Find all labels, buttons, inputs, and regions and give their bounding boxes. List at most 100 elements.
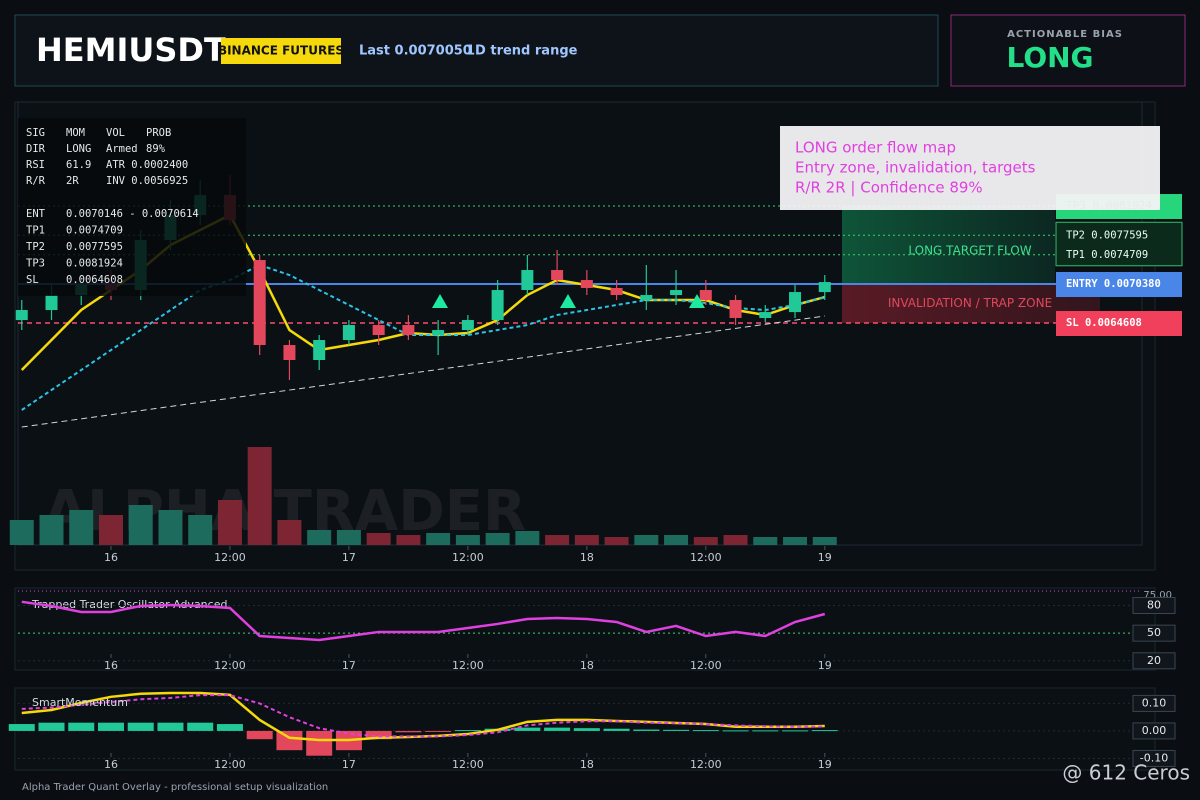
panel-title: Trapped Trader Oscillator Advanced (31, 598, 227, 611)
x-tick-label: 19 (818, 758, 832, 771)
bias-value: LONG (1006, 41, 1093, 74)
candle-body (521, 270, 534, 291)
candle-body (789, 292, 802, 313)
volume-bar (693, 537, 718, 545)
x-tick-label: 19 (818, 551, 832, 564)
tick-box (1132, 749, 1176, 767)
info-cell: 0.0074709 (66, 225, 123, 237)
trendline (21, 315, 825, 428)
histogram-bar (8, 724, 35, 731)
histogram-bar (306, 730, 333, 756)
tick-box (1132, 597, 1176, 615)
indicator-line (21, 263, 826, 411)
x-tick-label: 17 (342, 551, 356, 564)
histogram-bar (395, 730, 422, 733)
x-tick-label: 16 (104, 659, 118, 672)
x-tick-label: 18 (580, 758, 594, 771)
info-cell: 0.0064608 (66, 274, 123, 286)
histogram-bar (573, 728, 600, 731)
candle-body (640, 295, 653, 301)
range: 1D trend range (466, 44, 578, 59)
x-tick-label: 17 (342, 758, 356, 771)
info-cell: SL (26, 274, 39, 286)
histogram-bar (246, 730, 273, 740)
y-tick-label: 0.00 (1142, 724, 1167, 737)
volume-bar (39, 515, 64, 545)
momentum-line (21, 694, 825, 738)
candle-body (283, 345, 296, 361)
info-cell: INV 0.0056925 (106, 175, 188, 187)
overlay-box (780, 126, 1160, 210)
info-cell: ATR 0.0002400 (106, 159, 188, 171)
volume-bar (812, 537, 837, 545)
histogram-bar (663, 729, 690, 731)
oscillator-line (21, 600, 826, 642)
histogram-bar (68, 722, 95, 731)
tick-box (1132, 722, 1176, 740)
volume-bar (188, 515, 213, 545)
volume-bar (396, 535, 421, 545)
histogram-bar (603, 728, 630, 731)
histogram-bar (216, 724, 243, 731)
x-tick-label: 16 (104, 551, 118, 564)
candle-body (491, 290, 504, 321)
x-tick-label: 18 (580, 659, 594, 672)
target-zone (842, 206, 1055, 285)
x-tick-label: 12:00 (214, 758, 246, 771)
info-table-bg (18, 118, 246, 296)
histogram-bar (454, 730, 481, 732)
histogram-bar (544, 727, 571, 731)
info-cell: VOL (106, 127, 125, 139)
info-cell: ENT (26, 208, 46, 220)
volume-bar (69, 510, 94, 545)
x-tick-label: 17 (342, 659, 356, 672)
candle-body (580, 280, 593, 288)
histogram-bar (157, 722, 184, 731)
x-tick-label: 12:00 (690, 551, 722, 564)
x-tick-label: 12:00 (452, 551, 484, 564)
volume-bar (574, 535, 599, 545)
histogram-bar (811, 730, 838, 732)
x-tick-label: 12:00 (690, 758, 722, 771)
info-cell: TP3 (26, 258, 45, 270)
x-tick-label: 12:00 (452, 758, 484, 771)
volume-bar (634, 535, 659, 545)
histogram-bar (127, 722, 154, 731)
signal-marker (432, 294, 448, 308)
x-tick-label: 19 (818, 659, 832, 672)
volume-bar (723, 535, 748, 545)
header-panel (14, 14, 939, 87)
bias-label: ACTIONABLE BIAS (1007, 29, 1123, 40)
info-cell: Armed (106, 143, 138, 155)
x-tick-label: 12:00 (214, 659, 246, 672)
x-tick-label: 18 (580, 551, 594, 564)
candle-body (432, 330, 445, 336)
signal-marker (689, 294, 705, 308)
candle-body (729, 300, 742, 318)
candle-body (759, 312, 772, 318)
volume-bar (783, 537, 808, 545)
y-tick-label: 80 (1147, 599, 1161, 612)
x-tick-label: 12:00 (452, 659, 484, 672)
histogram-bar (365, 730, 392, 740)
info-cell: 89% (146, 143, 166, 155)
zone-label: INVALIDATION / TRAP ZONE (888, 296, 1052, 310)
histogram-bar (633, 729, 660, 731)
exchange: BINANCE FUTURES (218, 44, 344, 58)
entry-box (1056, 272, 1182, 298)
volume-bar (336, 530, 361, 545)
histogram-bar (782, 730, 809, 732)
histogram-bar (752, 730, 779, 732)
candle-body (372, 325, 385, 336)
volume-bar (515, 531, 540, 545)
volume-bar (545, 535, 570, 545)
symbol: HEMIUSDT (36, 31, 226, 69)
volume-bar (9, 520, 34, 545)
volume-bar (277, 520, 302, 545)
credit: @ 612 Ceros (1062, 761, 1190, 785)
volume-bar (664, 535, 689, 545)
candle-body (45, 295, 58, 311)
overlay-line: R/R 2R | Confidence 89% (795, 179, 983, 197)
candle-body (313, 340, 326, 361)
